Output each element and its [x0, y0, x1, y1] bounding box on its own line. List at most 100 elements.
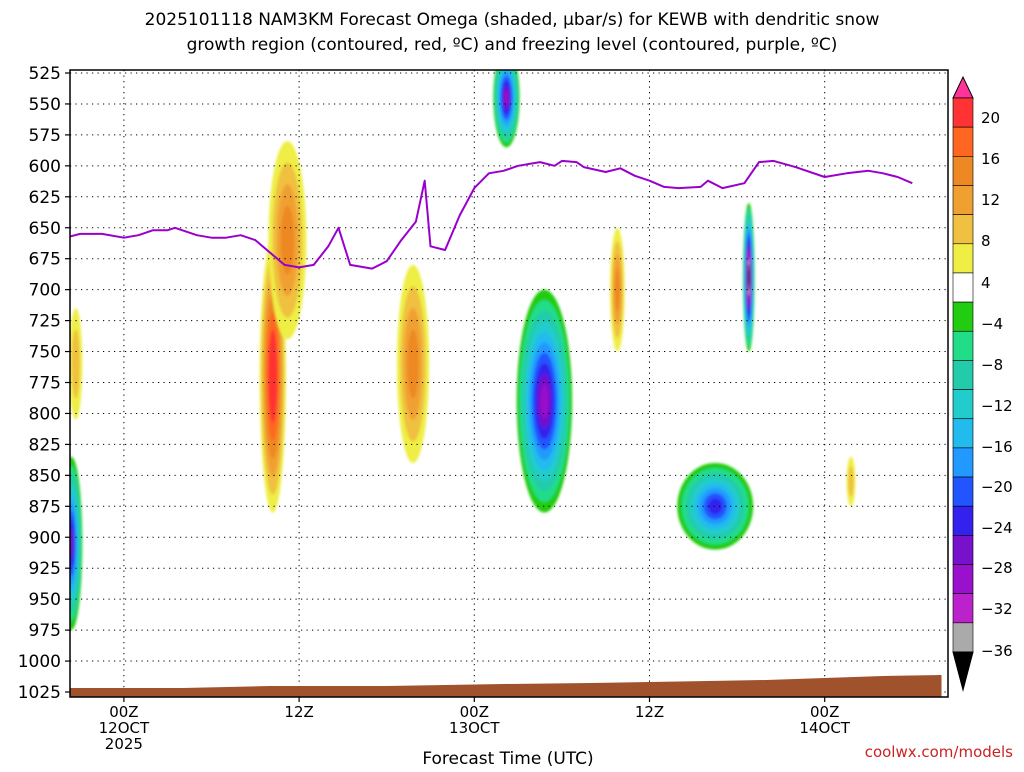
- colorbar-label: −36: [981, 642, 1013, 660]
- colorbar-label: −4: [981, 315, 1003, 333]
- terrain-ground: [70, 675, 942, 697]
- y-tick-label: 1025: [18, 683, 61, 703]
- colorbar-bin: [952, 330, 974, 361]
- colorbar-bin: [952, 593, 974, 624]
- y-tick-label: 875: [29, 497, 61, 517]
- omega-band: [270, 347, 276, 405]
- colorbar-bin: [952, 360, 974, 390]
- omega-band: [280, 205, 295, 275]
- omega-feature-5: [493, 70, 520, 148]
- omega-shading: [70, 70, 856, 631]
- omega-feature-6: [516, 289, 573, 513]
- omega-feature-4: [396, 264, 430, 463]
- y-tick-label: 800: [29, 404, 61, 424]
- omega-band: [748, 269, 750, 286]
- colorbar-bin: [952, 505, 974, 536]
- x-tick-label: 00Z: [460, 703, 489, 721]
- colorbar-bin: [952, 564, 974, 594]
- colorbar-label: −8: [981, 356, 1003, 374]
- colorbar-bottom-arrow: [952, 651, 974, 692]
- y-tick-label: 1000: [18, 652, 61, 672]
- x-tick-label: 12Z: [284, 703, 313, 721]
- omega-feature-2: [259, 240, 286, 513]
- colorbar-bin: [952, 272, 974, 303]
- omega-band: [71, 329, 80, 399]
- y-tick-label: 650: [29, 219, 61, 239]
- y-tick-label: 550: [29, 95, 61, 115]
- omega-feature-10: [846, 456, 856, 507]
- omega-band: [504, 90, 509, 106]
- omega-band: [70, 529, 74, 558]
- colorbar-label: −28: [981, 559, 1013, 577]
- omega-feature-7: [610, 227, 625, 352]
- colorbar-top-arrow: [952, 75, 974, 99]
- y-tick-label: 925: [29, 559, 61, 579]
- colorbar-bin: [952, 535, 974, 565]
- omega-band: [708, 498, 723, 515]
- y-tick-label: 725: [29, 312, 61, 332]
- colorbar-bin: [952, 185, 974, 215]
- colorbar-label: 8: [981, 232, 991, 250]
- colorbar-bin: [952, 622, 974, 653]
- y-tick-label: 850: [29, 466, 61, 486]
- colorbar-bin: [952, 418, 974, 449]
- colorbar-label: 16: [981, 150, 1000, 168]
- y-tick-label: 700: [29, 281, 61, 301]
- colorbar-label: −32: [981, 600, 1013, 618]
- colorbar-bin: [952, 447, 974, 478]
- colorbar-bin: [952, 156, 974, 186]
- terrain-fill: [70, 675, 942, 697]
- freezing-level-contour: [70, 159, 913, 270]
- y-tick-label: 975: [29, 621, 61, 641]
- y-tick-label: 750: [29, 343, 61, 363]
- omega-feature-3: [268, 141, 307, 340]
- colorbar-bin: [952, 97, 974, 128]
- chart-title-line1: 2025101118 NAM3KM Forecast Omega (shaded…: [145, 10, 880, 30]
- colorbar-label: 4: [981, 274, 991, 292]
- freezing-level-line: [70, 159, 913, 270]
- omega-feature-9: [677, 462, 754, 550]
- x-tick-label: 12Z: [635, 703, 664, 721]
- colorbar-bin: [952, 243, 974, 274]
- y-tick-label: 525: [29, 64, 61, 84]
- colorbar: 20 16 12 8 4 −4 −8 −12 −16 −20 −24 −28 −32 −36: [952, 75, 1013, 692]
- chart-title-line2: growth region (contoured, red, ºC) and f…: [187, 35, 838, 55]
- x-tick-label: 12OCT: [99, 719, 150, 737]
- y-tick-label: 775: [29, 374, 61, 394]
- y-tick-label: 825: [29, 435, 61, 455]
- colorbar-label: 20: [981, 109, 1000, 127]
- omega-band: [540, 384, 549, 418]
- y-tick-label: 625: [29, 188, 61, 208]
- grid-lines: [70, 70, 948, 697]
- plot-frame: [69, 69, 949, 698]
- y-axis: 525 550 575 600 625 650 675 700 725 750 775 800 825 8…: [18, 64, 70, 703]
- x-tick-label: 13OCT: [449, 719, 500, 737]
- y-tick-label: 900: [29, 528, 61, 548]
- colorbar-bin: [952, 476, 974, 507]
- omega-feature-0: [70, 456, 83, 631]
- colorbar-bin: [952, 389, 974, 420]
- x-tick-label: 2025: [105, 735, 143, 753]
- colorbar-label: −12: [981, 397, 1013, 415]
- credit-text: coolwx.com/models: [865, 743, 1013, 761]
- plot-area: [70, 70, 948, 697]
- omega-band: [407, 329, 419, 399]
- y-tick-label: 950: [29, 590, 61, 610]
- colorbar-label: −24: [981, 519, 1013, 537]
- colorbar-label: −20: [981, 478, 1013, 496]
- omega-feature-8: [742, 202, 755, 352]
- colorbar-label: −16: [981, 438, 1013, 456]
- omega-band: [614, 268, 620, 312]
- colorbar-bin: [952, 126, 974, 157]
- omega-feature-1: [70, 308, 83, 420]
- y-tick-label: 600: [29, 157, 61, 177]
- x-axis-title: Forecast Time (UTC): [422, 749, 593, 768]
- x-tick-label: 00Z: [109, 703, 138, 721]
- colorbar-label: 12: [981, 191, 1000, 209]
- omega-band: [848, 466, 854, 497]
- colorbar-bin: [952, 214, 974, 245]
- x-tick-label: 00Z: [810, 703, 839, 721]
